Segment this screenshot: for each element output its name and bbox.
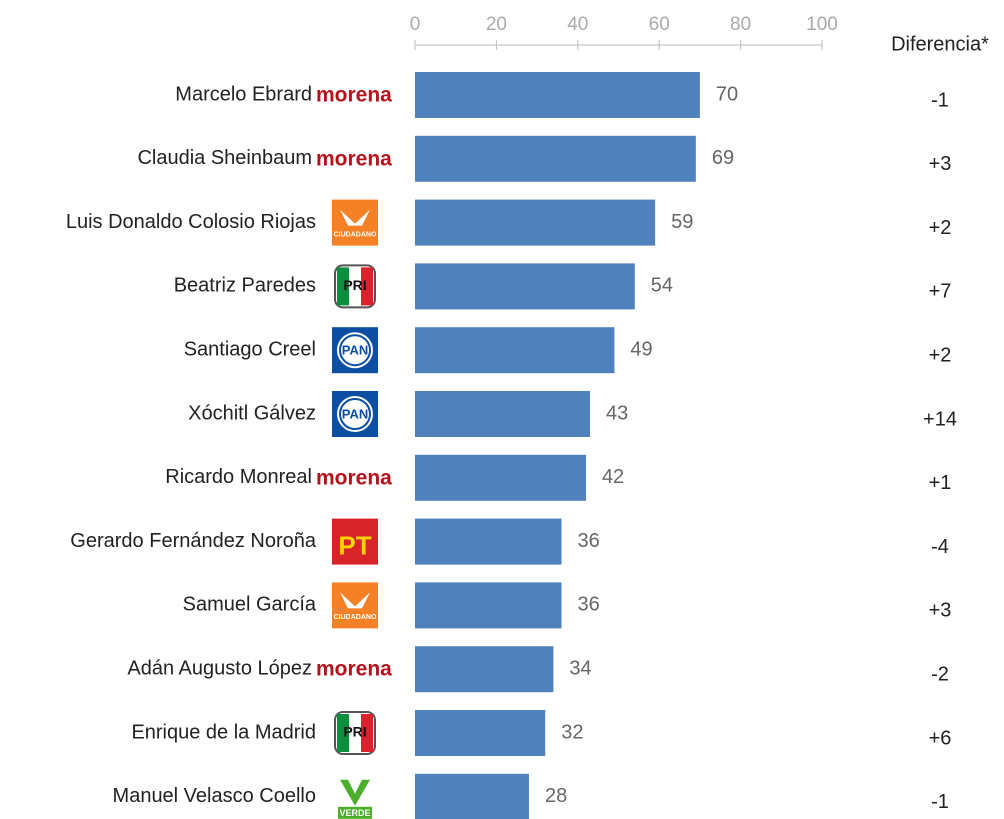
bar [415,72,700,118]
x-tick-label: 0 [410,14,421,35]
party-logo-bird [340,592,370,609]
party-logo-text: PRI [343,277,366,293]
value-label: 36 [578,594,600,616]
category-label: Marcelo Ebrard [175,83,312,105]
party-logo [332,518,378,565]
party-logo [332,199,378,246]
difference: +6 [929,727,952,749]
bar [415,582,562,629]
party-logo-text: PRI [343,724,366,740]
difference: +3 [929,153,952,175]
party-logo-text: PAN [342,343,368,358]
x-tick-label: 20 [486,14,507,35]
party-logo-ring [339,398,371,430]
party-logo-red [361,714,373,752]
value-label: 70 [716,83,738,105]
category-label: Adán Augusto López [127,657,312,679]
value-label: 42 [602,466,624,488]
x-tick-label: 60 [649,14,670,35]
party-logo-circle [337,332,373,369]
party-logo-text: CIUDADANO [334,231,377,238]
party-logo [332,582,378,629]
party-logo: morena [316,84,392,107]
difference: +2 [929,344,952,366]
category-label: Manuel Velasco Coello [113,785,316,807]
difference: -1 [931,791,949,813]
difference: +1 [929,472,952,494]
value-label: 59 [671,211,693,233]
bar [415,518,562,565]
difference: +14 [923,408,957,430]
category-label: Luis Donaldo Colosio Riojas [66,211,316,233]
party-logo: morena [316,658,392,681]
party-logo-band [338,806,372,819]
bar [415,391,591,437]
bar [415,454,586,501]
x-tick-label: 40 [567,14,588,35]
difference: -1 [931,89,949,111]
value-label: 32 [561,721,583,743]
category-label: Ricardo Monreal [165,466,312,488]
party-logo-text: PT [338,530,371,560]
bar [415,135,696,182]
bar [415,710,546,756]
difference: +7 [929,281,952,303]
bar [415,263,635,310]
value-label: 34 [569,657,591,679]
value-label: 54 [651,275,673,297]
party-logo: morena [316,466,392,489]
x-tick-label: 100 [806,14,838,35]
difference: -2 [931,663,949,685]
party-logo-text: VERDE [339,808,370,818]
bar [415,646,554,693]
value-label: 69 [712,147,734,169]
party-logo-ring [339,334,371,367]
difference: +3 [929,600,952,622]
party-logo-text: PAN [342,406,368,421]
party-logo-green [337,714,349,752]
value-label: 43 [606,402,628,424]
x-tick-label: 80 [730,14,751,35]
bar [415,773,529,819]
value-label: 28 [545,785,567,807]
party-logo-text: CIUDADANO [334,614,377,621]
party-logo: morena [316,147,392,170]
category-label: Santiago Creel [184,338,316,360]
category-label: Claudia Sheinbaum [137,147,312,169]
party-logo-circle [337,396,373,432]
category-label: Beatriz Paredes [174,275,316,297]
party-logo-green [337,267,349,306]
category-label: Gerardo Fernández Noroña [70,530,317,552]
difference-header: Diferencia* [891,33,989,55]
category-label: Xóchitl Gálvez [188,402,316,424]
difference: -4 [931,536,949,558]
party-logo-red [361,267,373,306]
value-label: 36 [578,530,600,552]
party-logo-v [340,779,370,806]
difference: +2 [929,217,952,239]
value-label: 49 [630,338,652,360]
party-logo-bird [340,209,370,226]
bar [415,199,656,246]
category-label: Samuel García [183,594,317,616]
bar [415,327,615,374]
category-label: Enrique de la Madrid [131,721,316,743]
